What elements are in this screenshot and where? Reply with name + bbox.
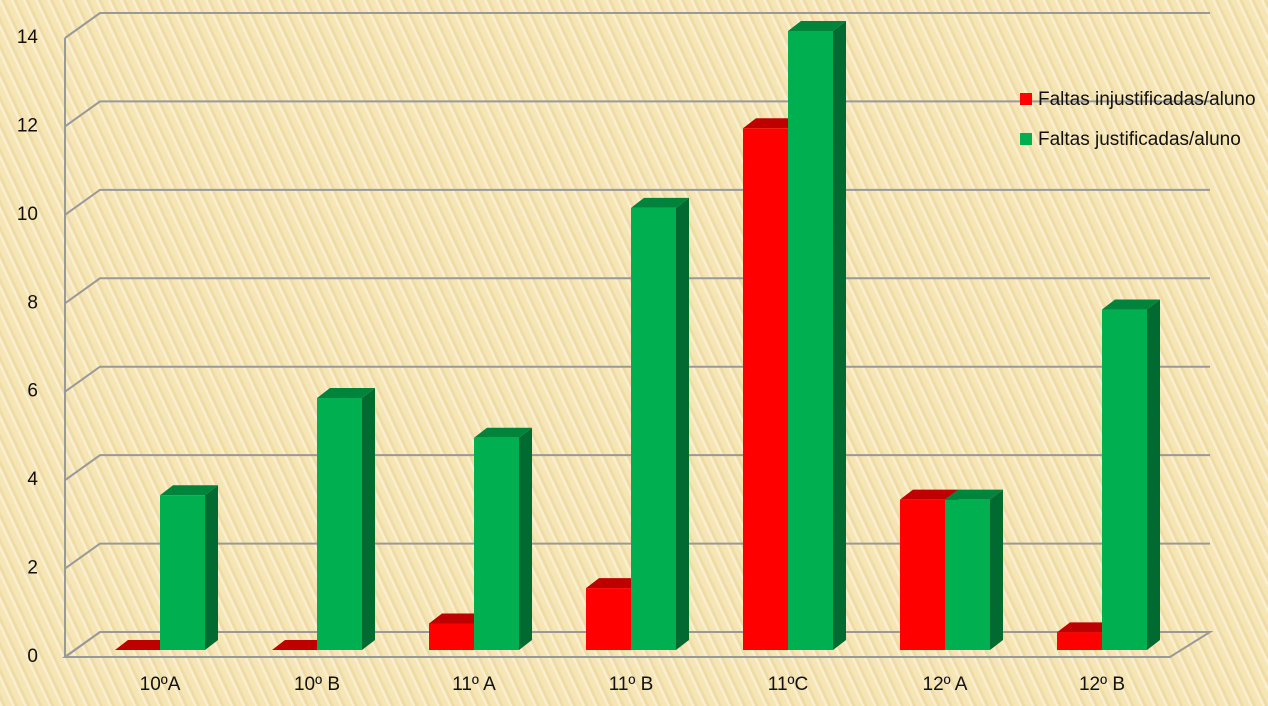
bar-face [317,387,375,398]
bar [788,21,846,650]
bar-face [1147,299,1160,650]
bar [115,640,173,650]
bar-face [1102,299,1160,310]
bar-face [631,207,676,650]
bar-face [900,489,958,500]
bar-face [631,197,689,208]
x-tick-label: 11ºC [768,674,808,695]
x-tick-label: 10ºA [140,674,181,695]
bar-face [945,499,990,650]
bar-face [1057,622,1115,633]
grid-line [64,12,1210,39]
bar-face [900,499,945,650]
bar-face [676,197,689,650]
legend-label: Faltas justificadas/aluno [1038,129,1241,150]
bar-face [115,640,173,650]
x-tick-label: 11º B [609,674,654,695]
bar-face [788,31,833,650]
bar-face [474,427,532,438]
bar-face [317,397,362,650]
x-tick-label: 10º B [294,674,340,695]
bar-face [990,489,1003,650]
x-tick-label: 12º B [1079,674,1125,695]
y-tick-label: 4 [27,469,38,490]
bar-face [474,437,519,650]
x-tick-label: 12º A [923,674,968,695]
y-tick-label: 6 [27,381,38,402]
bar [160,485,218,650]
y-tick-label: 0 [27,646,38,667]
bar [1102,299,1160,650]
bar [272,640,330,650]
x-tick-label: 11º A [452,674,496,695]
bar-face [272,640,330,650]
bar-face [743,118,801,129]
y-tick-label: 8 [27,292,38,313]
bar-face [833,21,846,650]
y-tick-label: 10 [17,204,38,225]
bar-face [362,387,375,650]
bar-face [429,623,474,650]
y-tick-label: 12 [17,115,38,136]
legend-label: Faltas injustificadas/aluno [1038,89,1256,110]
bar-face [160,485,218,496]
bar-face [788,21,846,31]
bar-face [1057,632,1102,650]
legend-swatch [1020,133,1032,145]
y-tick-label: 2 [27,558,38,579]
bar [945,489,1003,650]
legend-swatch [1020,93,1032,105]
bar [317,387,375,650]
bar-face [586,578,644,589]
bar-face [743,128,788,650]
bar-face [945,489,1003,500]
y-tick-label: 14 [17,27,39,48]
bar-face [1102,309,1147,650]
legend-item: Faltas justificadas/aluno [1020,128,1260,152]
bar-face [586,588,631,650]
bar-face [160,495,205,650]
legend-item: Faltas injustificadas/aluno [1020,88,1260,112]
bar-face [519,427,532,650]
bar [631,197,689,650]
bar-face [429,613,487,624]
bar-face [205,485,218,650]
legend: Faltas injustificadas/aluno Faltas justif… [1020,88,1260,168]
bar [474,427,532,650]
